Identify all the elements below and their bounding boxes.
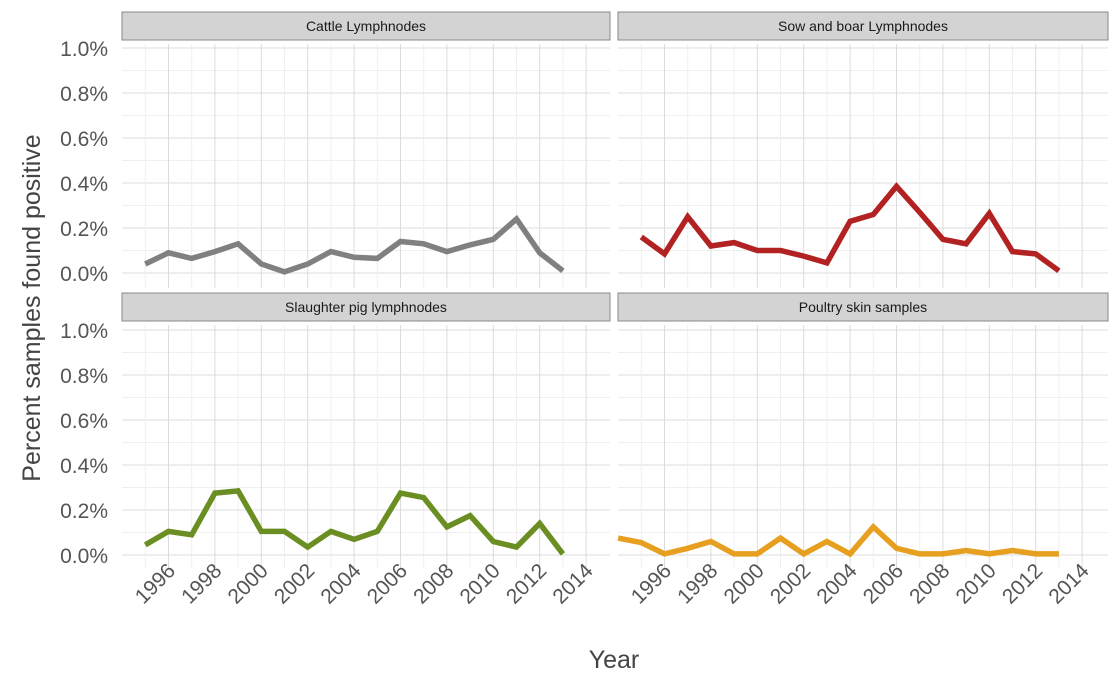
x-tick-label: 2010 <box>456 559 505 608</box>
y-tick-label: 0.0% <box>60 263 108 286</box>
panel-poultry-skin-samples: Poultry skin samples <box>617 292 1109 569</box>
facet-title: Cattle Lymphnodes <box>306 18 426 34</box>
y-axis-tick-labels: 0.0% 0.2% 0.4% 0.6% 0.8% 1.0% 0.0% 0.2% 0.4% 0.6%… <box>60 38 108 568</box>
y-tick-label: 0.4% <box>60 455 108 478</box>
x-tick-label: 2014 <box>548 559 598 609</box>
x-tick-label: 1998 <box>177 559 226 608</box>
x-tick-label: 2004 <box>812 559 862 609</box>
series-line-poultry-skin-samples <box>617 522 1059 558</box>
y-axis-title: Percent samples found positive <box>18 134 46 481</box>
y-tick-label: 1.0% <box>60 320 108 343</box>
y-tick-label: 1.0% <box>60 38 108 61</box>
y-tick-label: 0.2% <box>60 500 108 523</box>
facet-strip <box>121 11 611 41</box>
x-tick-label: 2000 <box>224 559 273 608</box>
x-tick-label: 2004 <box>316 559 366 609</box>
facet-strip <box>617 11 1109 41</box>
x-tick-label: 1996 <box>131 559 180 608</box>
x-axis-title: Year <box>589 646 640 673</box>
x-tick-label: 1998 <box>673 559 722 608</box>
facet-strip <box>121 292 611 322</box>
x-tick-label: 2000 <box>720 559 769 608</box>
series-line-cattle-lymphnodes <box>144 214 565 275</box>
series-line-sow-and-boar-lymphnodes <box>639 182 1061 274</box>
facet-title: Sow and boar Lymphnodes <box>778 18 948 34</box>
x-axis-tick-labels: 1996199820002002200420062008201020122014… <box>131 559 1094 609</box>
panel-sow-and-boar-lymphnodes: Sow and boar Lymphnodes <box>617 11 1109 288</box>
x-tick-label: 2002 <box>270 559 319 608</box>
x-tick-label: 2008 <box>409 559 458 608</box>
x-tick-label: 2014 <box>1044 559 1094 609</box>
y-tick-label: 0.8% <box>60 83 108 106</box>
x-tick-label: 2006 <box>859 559 908 608</box>
gridlines <box>618 325 1108 569</box>
y-tick-label: 0.0% <box>60 545 108 568</box>
y-tick-label: 0.8% <box>60 365 108 388</box>
panel-slaughter-pig-lymphnodes: Slaughter pig lymphnodes <box>121 292 611 569</box>
y-tick-label: 0.6% <box>60 128 108 151</box>
facet-title: Slaughter pig lymphnodes <box>285 299 447 315</box>
gridlines <box>122 44 610 288</box>
x-tick-label: 2008 <box>905 559 954 608</box>
y-tick-label: 0.2% <box>60 218 108 241</box>
x-tick-label: 2002 <box>766 559 815 608</box>
y-tick-label: 0.6% <box>60 410 108 433</box>
panel-cattle-lymphnodes: Cattle Lymphnodes <box>121 11 611 288</box>
facet-title: Poultry skin samples <box>799 299 927 315</box>
y-tick-label: 0.4% <box>60 173 108 196</box>
series-line-slaughter-pig-lymphnodes <box>143 487 566 556</box>
x-tick-label: 2012 <box>502 559 551 608</box>
x-tick-label: 2006 <box>363 559 412 608</box>
gridlines <box>122 325 610 569</box>
x-tick-label: 1996 <box>627 559 676 608</box>
panels: Cattle Lymphnodes Sow and boar Lymphnodes… <box>121 11 1109 569</box>
x-tick-label: 2010 <box>952 559 1001 608</box>
facet-strip <box>617 292 1109 322</box>
x-tick-label: 2012 <box>998 559 1047 608</box>
